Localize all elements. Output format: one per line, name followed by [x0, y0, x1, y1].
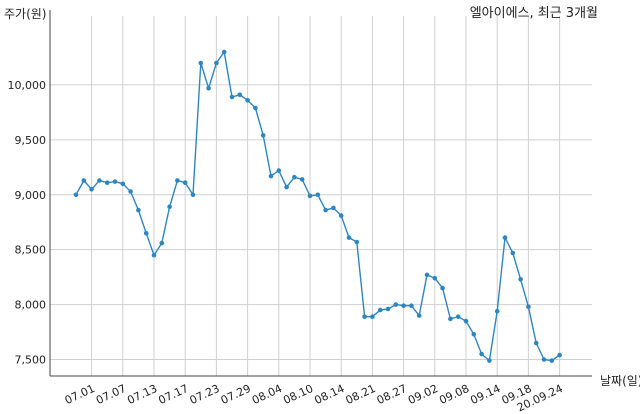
y-tick-label: 8,500: [15, 244, 47, 257]
x-tick-label: 08.27: [375, 382, 409, 407]
data-point: [307, 193, 313, 199]
data-point: [284, 184, 289, 190]
data-point: [159, 240, 165, 246]
data-point: [167, 204, 172, 210]
data-point: [120, 181, 126, 187]
x-tick-label: 09.08: [437, 382, 471, 407]
data-point: [89, 187, 94, 192]
data-point: [214, 60, 219, 66]
x-tick-label: 09.14: [468, 382, 502, 407]
x-tick-label: 07.13: [125, 382, 159, 407]
x-tick-label: 07.07: [94, 382, 128, 407]
data-point: [424, 272, 430, 278]
data-point: [136, 207, 141, 213]
data-point: [151, 252, 157, 258]
chart-title: 엘아이에스, 최근 3개월: [470, 6, 598, 21]
data-point: [346, 235, 352, 240]
data-point: [432, 275, 438, 281]
x-tick-label: 09.02: [406, 382, 440, 407]
data-point: [229, 94, 235, 100]
data-point: [276, 168, 282, 173]
data-point: [338, 213, 344, 218]
data-point: [502, 235, 508, 240]
data-point: [323, 207, 328, 213]
y-axis-label: 주가(원): [4, 7, 46, 21]
data-point: [182, 180, 188, 185]
data-point: [253, 105, 258, 111]
data-point: [198, 60, 204, 66]
data-point: [463, 318, 469, 324]
y-tick-label: 9,500: [15, 134, 47, 147]
data-point: [97, 178, 102, 183]
data-point: [237, 92, 243, 98]
data-point: [190, 192, 196, 198]
data-point: [221, 49, 227, 55]
x-tick-label: 08.10: [281, 382, 315, 407]
x-tick-labels: 07.0107.0707.1307.1707.2307.2908.0408.10…: [63, 382, 565, 414]
data-point: [362, 314, 367, 320]
x-tick-label: 07.29: [219, 382, 253, 407]
data-point: [331, 205, 336, 211]
data-point: [143, 230, 149, 236]
data-point: [112, 179, 118, 184]
data-point: [557, 352, 562, 358]
x-tick-label: 07.23: [188, 382, 222, 407]
data-point: [533, 340, 539, 346]
data-point: [455, 314, 461, 320]
data-point: [299, 177, 305, 182]
data-point: [128, 189, 133, 194]
y-tick-labels: 7,500 8,000 8,500 9,000 9,500 10,000: [8, 79, 47, 367]
data-point: [175, 178, 180, 183]
y-tick-label: 9,000: [15, 189, 47, 202]
x-tick-label: 08.14: [312, 382, 346, 407]
data-point: [315, 192, 321, 198]
data-point: [73, 192, 79, 198]
y-tick-label: 7,500: [15, 354, 47, 367]
data-point: [440, 285, 445, 291]
y-tick-label: 10,000: [8, 79, 47, 92]
data-point: [260, 133, 266, 138]
data-point: [526, 304, 531, 310]
data-point: [206, 85, 211, 91]
data-point: [494, 308, 500, 314]
x-tick-label: 08.04: [250, 382, 284, 407]
data-point: [479, 351, 484, 357]
data-point: [416, 313, 422, 318]
data-point: [471, 332, 477, 337]
data-point: [292, 174, 297, 180]
x-axis-label: 날짜(일): [600, 374, 640, 388]
data-point: [245, 98, 250, 103]
data-point: [385, 306, 391, 312]
data-point: [401, 303, 406, 309]
y-tick-label: 8,000: [15, 299, 47, 312]
data-point: [518, 277, 523, 282]
data-point: [510, 250, 516, 256]
series-line: [75, 50, 561, 362]
x-tick-label: 08.21: [344, 382, 378, 407]
data-point: [268, 173, 274, 179]
data-point: [81, 178, 87, 183]
x-tick-label: 07.01: [63, 382, 97, 407]
data-point: [377, 307, 383, 313]
axes: [49, 10, 592, 377]
data-point: [487, 358, 492, 363]
data-point: [393, 302, 399, 307]
data-point: [370, 314, 375, 320]
data-point: [541, 357, 547, 362]
data-point: [448, 316, 453, 322]
data-point: [104, 180, 110, 185]
x-tick-label: 07.17: [156, 382, 190, 407]
data-point: [354, 239, 360, 245]
data-point: [549, 358, 555, 363]
series-layer: [73, 49, 562, 363]
data-point: [409, 303, 414, 309]
grid-lines: [50, 16, 592, 376]
